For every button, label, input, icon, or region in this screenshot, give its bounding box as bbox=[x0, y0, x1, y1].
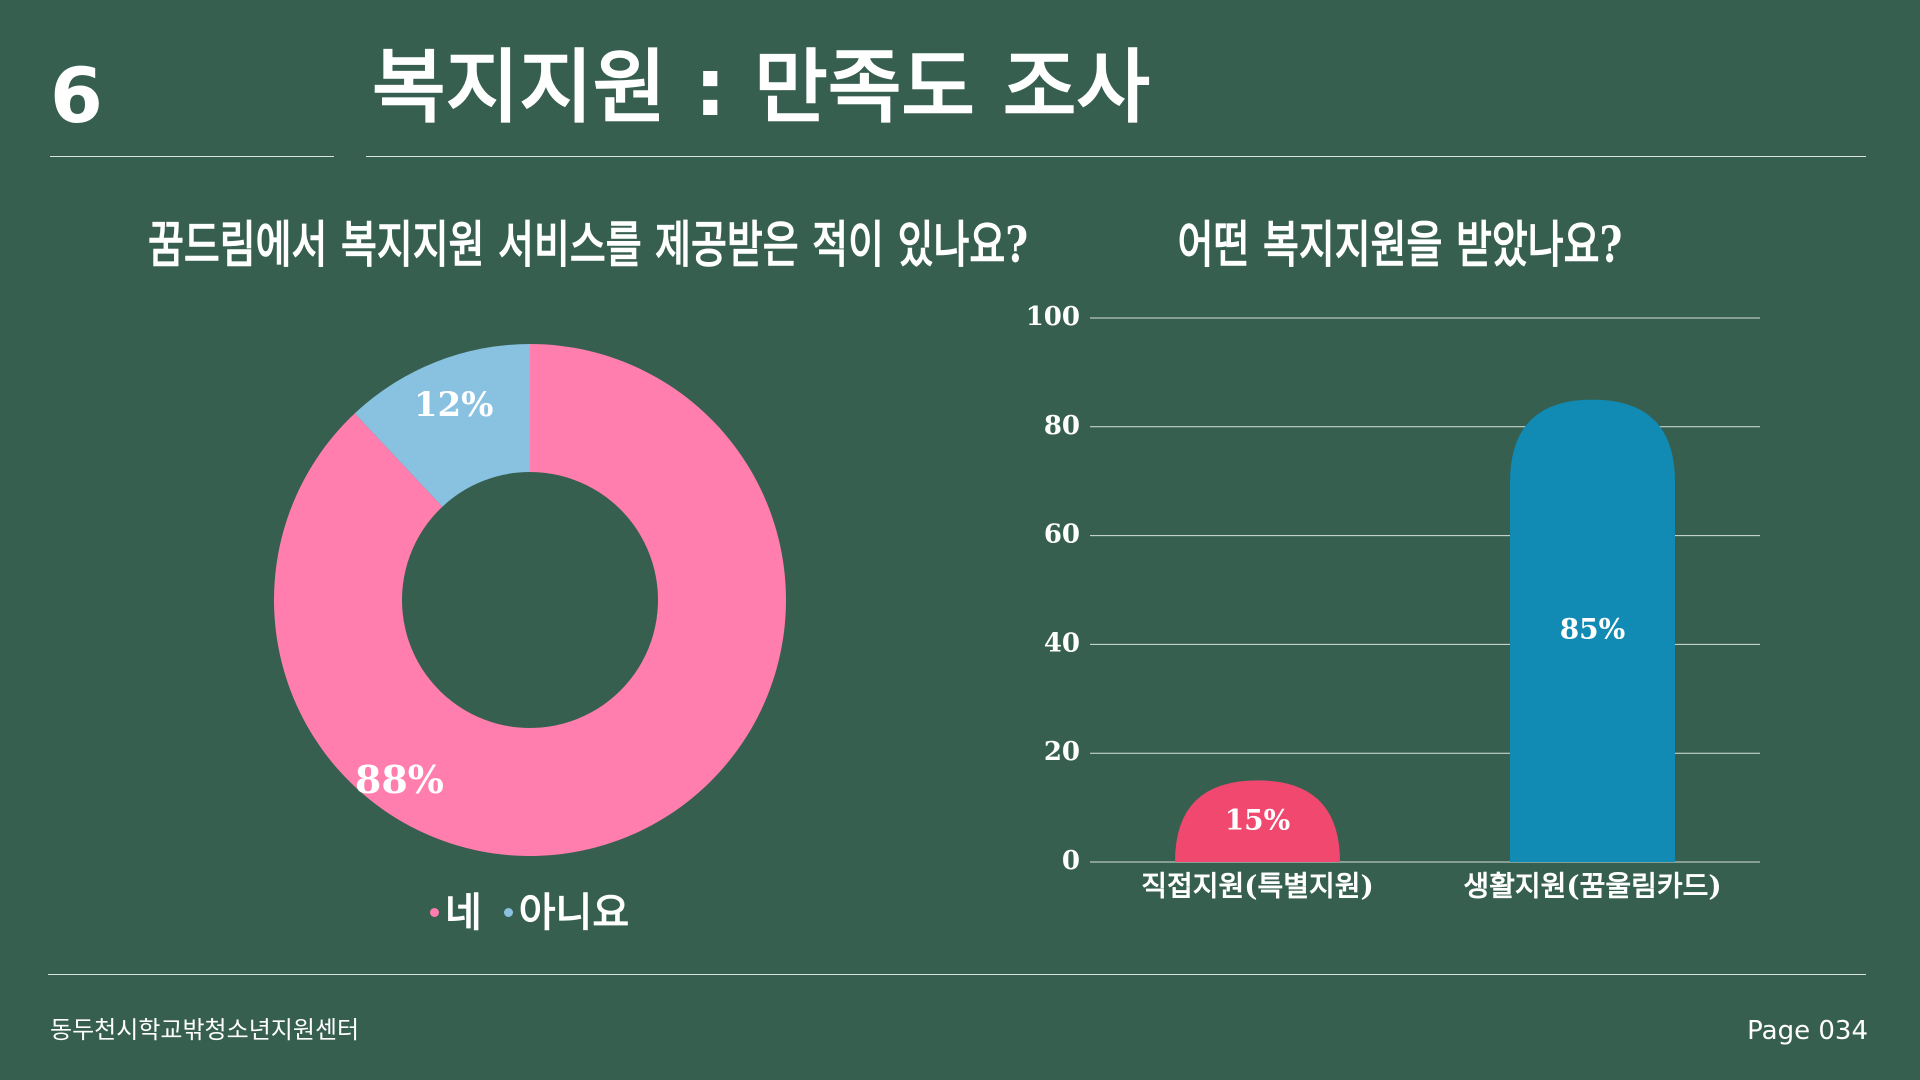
page-title: 복지지원 : 만족도 조사 bbox=[372, 41, 1150, 134]
divider bbox=[48, 974, 1866, 975]
y-tick-label: 100 bbox=[1026, 302, 1080, 332]
y-tick-label: 0 bbox=[1062, 846, 1080, 876]
donut-data-label-0: 88% bbox=[355, 757, 444, 802]
y-tick-label: 80 bbox=[1044, 411, 1080, 441]
y-tick-label: 60 bbox=[1044, 520, 1080, 550]
legend-swatch-no bbox=[503, 907, 513, 917]
page-number: Page 034 bbox=[1747, 1016, 1868, 1046]
donut-chart: 88% 12% bbox=[274, 344, 786, 856]
bar-chart: 0 20 40 60 80 100 15% 직접지원(특별지원) 85% 생활지원(꿈울림카드) bbox=[1026, 302, 1760, 903]
donut-slice-0 bbox=[274, 344, 786, 856]
slide-number: 6 bbox=[50, 51, 103, 140]
bar-1 bbox=[1510, 399, 1675, 862]
legend-label-no: 아니요 bbox=[518, 890, 630, 936]
divider bbox=[50, 156, 334, 157]
y-tick-label: 20 bbox=[1044, 737, 1080, 767]
bar-0 bbox=[1175, 780, 1340, 862]
donut-slice-1 bbox=[354, 344, 530, 507]
y-tick-label: 40 bbox=[1044, 628, 1080, 658]
chart-legend: 네 아니요 bbox=[430, 880, 629, 938]
footer-organization: 동두천시학교밖청소년지원센터 bbox=[50, 1016, 360, 1044]
donut-data-label-1: 12% bbox=[414, 385, 494, 425]
bar-data-label-1: 85% bbox=[1560, 612, 1626, 645]
legend-swatch-yes bbox=[430, 907, 439, 917]
x-tick-label: 직접지원(특별지원) bbox=[1141, 870, 1374, 903]
x-tick-label: 생활지원(꿈울림카드) bbox=[1463, 870, 1721, 903]
bar-chart-title: 어떤 복지지원을 받았나요? bbox=[1177, 215, 1623, 274]
bar-data-label-0: 15% bbox=[1225, 804, 1291, 837]
donut-chart-title: 꿈드림에서 복지지원 서비스를 제공받은 적이 있나요? bbox=[148, 215, 1029, 274]
divider bbox=[366, 156, 1866, 157]
legend-label-yes: 네 bbox=[445, 890, 482, 936]
